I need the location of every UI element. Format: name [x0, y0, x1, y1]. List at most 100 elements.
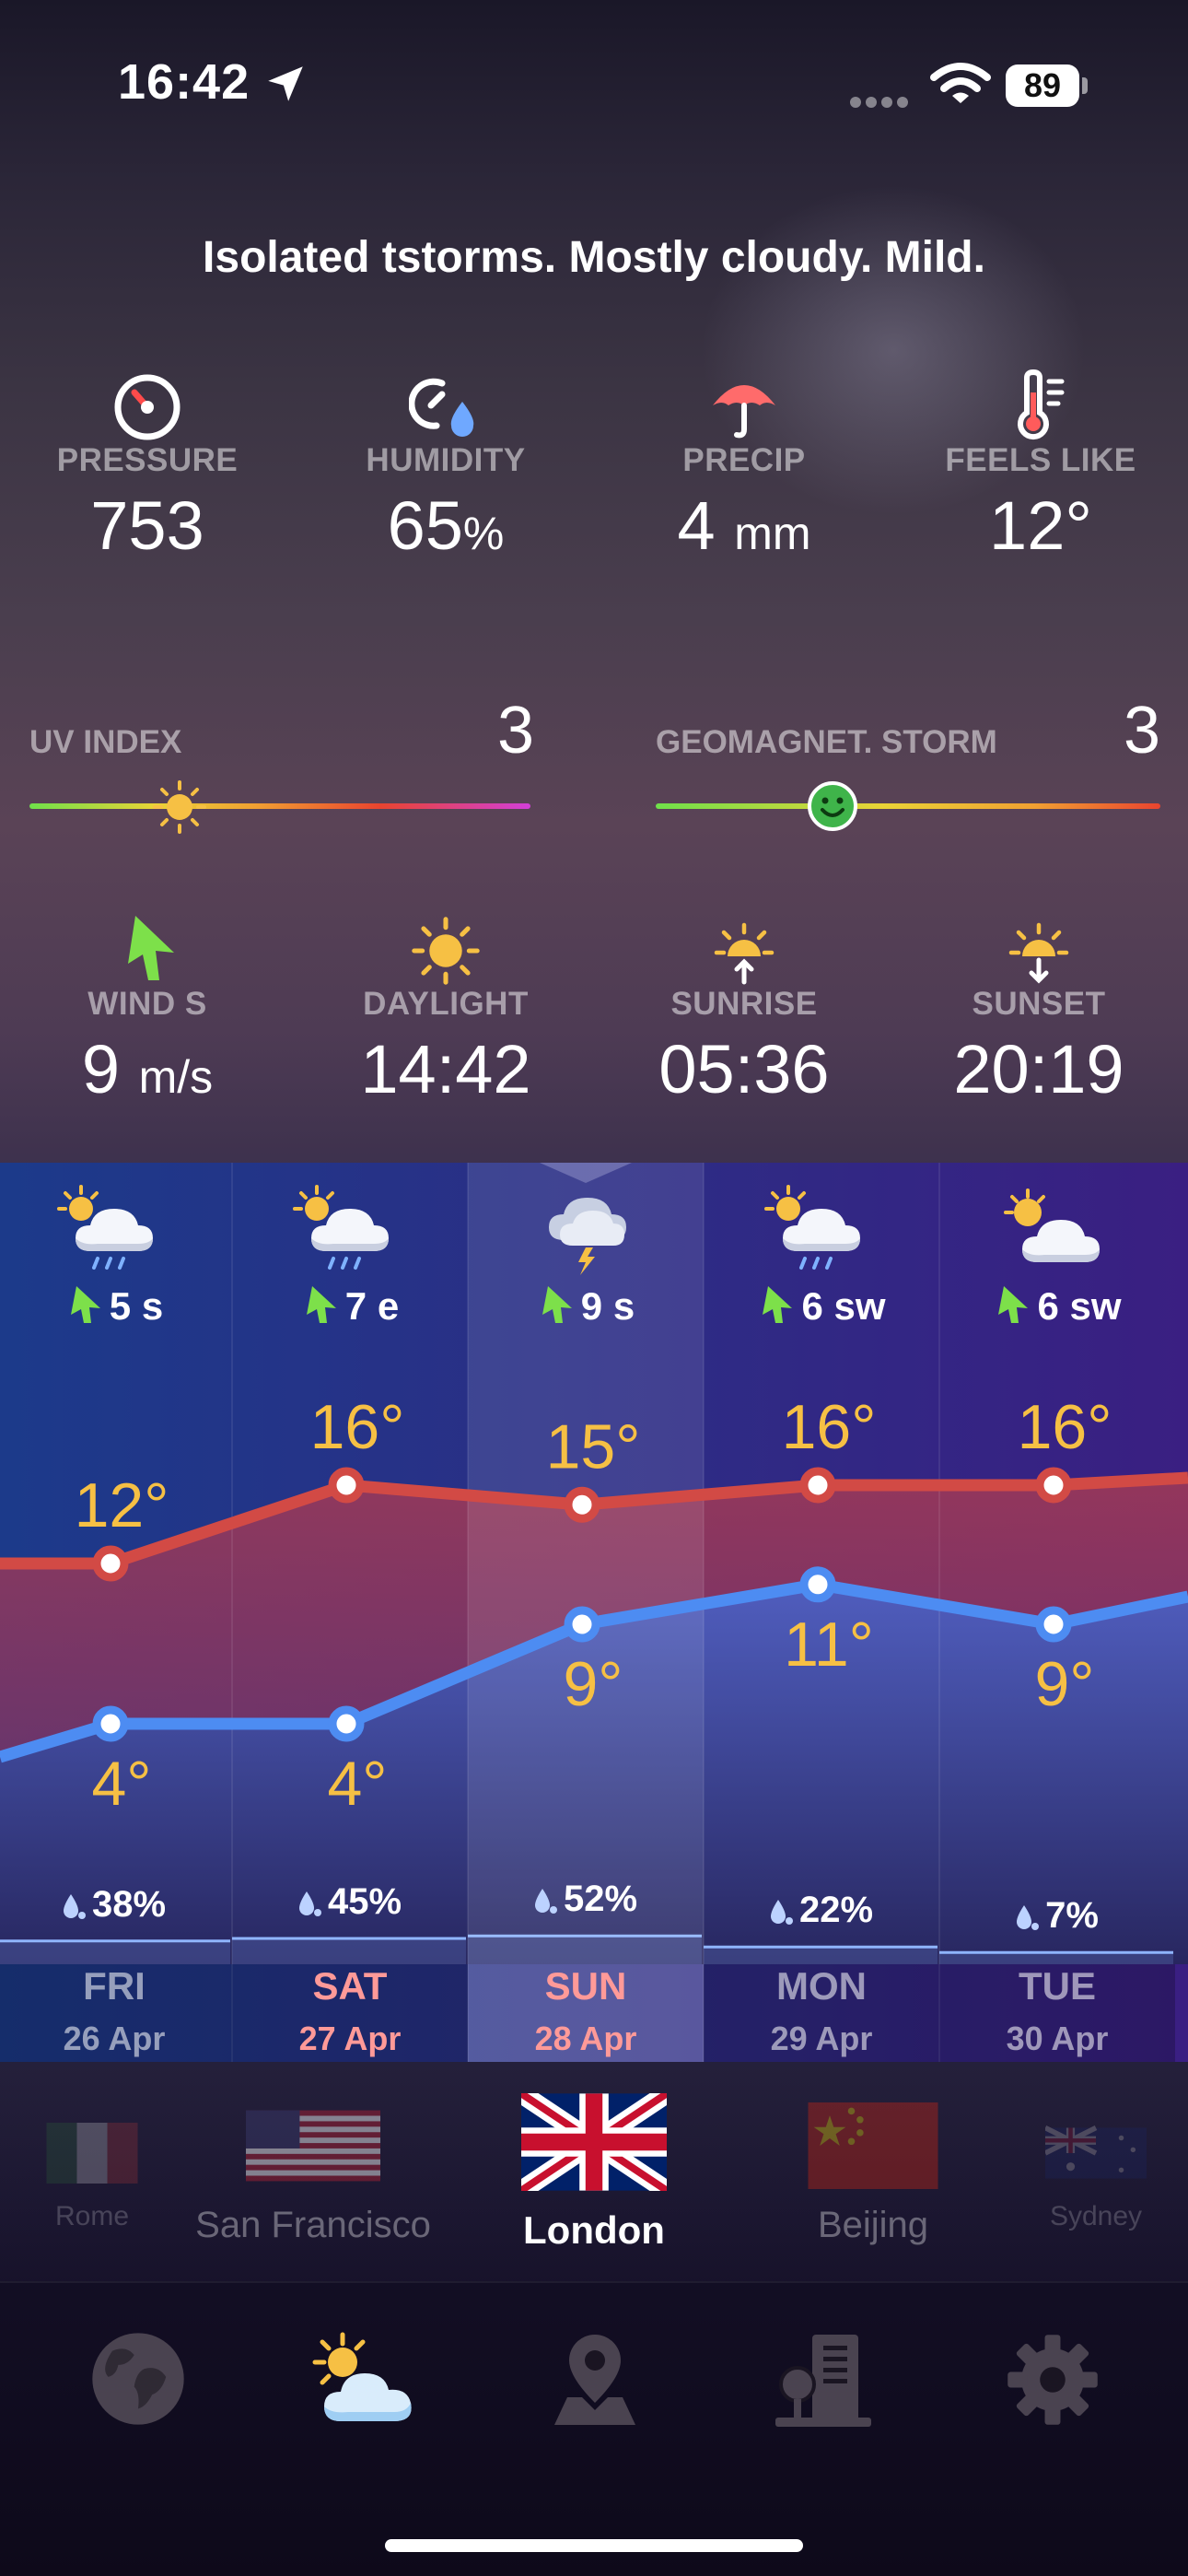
wind-text: 6 sw [1037, 1284, 1122, 1328]
precip-bar [704, 1947, 938, 1964]
forecast-day-mon[interactable]: 6 sw 22% MON 29 Apr [704, 1163, 939, 2062]
high-temp-label: 12° [75, 1470, 169, 1540]
raindrop-icon [770, 1893, 794, 1935]
stat-unit: m/s [138, 1051, 214, 1103]
city-london[interactable]: London [488, 2085, 700, 2253]
high-temp-label: 16° [1018, 1392, 1112, 1462]
sun-cloud-rain-icon [53, 1183, 164, 1280]
wind-text: 6 sw [801, 1284, 886, 1328]
stat-value: 12° [989, 487, 1092, 564]
stat-precip[interactable]: PRECIP 4 mm [606, 359, 882, 565]
day-date: 26 Apr [63, 2020, 166, 2057]
forecast-day-sat[interactable]: 7 e 45% SAT 27 Apr [232, 1163, 468, 2062]
stat-wind[interactable]: WIND S 9 m/s [9, 903, 285, 1108]
city-sydney[interactable]: Sydney [1031, 2123, 1160, 2232]
stat-pressure[interactable]: PRESSURE 753 [9, 359, 285, 565]
day-date: 27 Apr [298, 2020, 402, 2057]
low-temp-point [328, 1705, 365, 1742]
city-carousel[interactable]: Rome San Francisco London [0, 2062, 1188, 2281]
day-label-strip [0, 1964, 232, 2062]
low-temp-point [799, 1566, 836, 1603]
stat-label: PRESSURE [56, 442, 239, 478]
tab-weather[interactable] [304, 2331, 425, 2433]
stat-value: 20:19 [953, 1031, 1124, 1107]
wind-arrow-icon [757, 1284, 794, 1334]
forecast-day-fri[interactable]: 5 s 38% FRI 26 Apr [0, 1163, 232, 2062]
radar-tower-icon [775, 2335, 871, 2427]
geomagnetic-storm-panel[interactable]: GEOMAGNET. STORM 3 [656, 694, 1160, 831]
day-label-strip [939, 1964, 1175, 2062]
low-temp-label: 9° [563, 1649, 623, 1719]
uv-label: UV INDEX [29, 724, 182, 760]
day-date: 29 Apr [770, 2020, 873, 2057]
daily-forecast[interactable]: 12° 4° 16° 4° 15° 9° 16° 11° 16° 9° 5 s 38% FRI 26 A… [0, 1163, 1188, 2062]
wifi-icon [930, 63, 991, 103]
stat-feels-like[interactable]: FEELS LIKE 12° [903, 359, 1179, 565]
wind-forecast: 6 sw [704, 1284, 939, 1334]
low-temp-label: 4° [327, 1749, 387, 1819]
stat-value: 05:36 [658, 1031, 830, 1107]
low-temp-label: 11° [784, 1610, 874, 1680]
forecast-day-tue[interactable]: 6 sw 7% TUE 30 Apr [939, 1163, 1175, 2062]
wind-arrow-icon [993, 1284, 1030, 1334]
city-name: San Francisco [195, 2205, 431, 2245]
stat-unit: % [462, 508, 505, 559]
stat-value: 9 [81, 1031, 121, 1107]
geomagnetic-scale-bar [656, 803, 1160, 809]
precip-chance: 45% [232, 1881, 468, 1926]
precip-text: 38% [91, 1883, 167, 1925]
sun-cloud-rain-icon [761, 1183, 871, 1280]
stat-humidity[interactable]: HUMIDITY 65% [308, 359, 584, 565]
sunset-icon [1008, 922, 1069, 984]
wind-forecast: 5 s [0, 1284, 232, 1334]
battery-indicator: 89 [1006, 64, 1079, 107]
stat-label: SUNRISE [670, 986, 818, 1022]
signal-dots-icon [850, 97, 908, 108]
tab-map[interactable] [551, 2329, 639, 2435]
high-temp-point [92, 1545, 129, 1582]
italy-flag-icon [46, 2123, 138, 2184]
humidity-icon [409, 378, 474, 437]
precip-text: 52% [563, 1879, 638, 1920]
precip-text: 22% [798, 1890, 874, 1931]
stat-label: PRECIP [682, 442, 806, 478]
sun-icon [412, 917, 480, 985]
gear-icon [1007, 2335, 1098, 2425]
city-name: Sydney [1049, 2201, 1143, 2231]
pressure-gauge-icon [114, 374, 181, 440]
precip-chance: 52% [468, 1879, 704, 1924]
tab-globe[interactable] [88, 2329, 188, 2433]
stat-daylight[interactable]: DAYLIGHT 14:42 [308, 903, 584, 1108]
day-name: MON [776, 1964, 867, 2008]
tab-bar [0, 2281, 1188, 2576]
uv-scale-bar [29, 803, 530, 809]
city-rome[interactable]: Rome [28, 2123, 157, 2232]
low-temp-label: 4° [91, 1749, 151, 1819]
uv-value: 3 [496, 694, 534, 767]
stat-label: HUMIDITY [366, 442, 526, 478]
city-san-francisco[interactable]: San Francisco [184, 2102, 442, 2246]
forecast-background: 12° 4° 16° 4° 15° 9° 16° 11° 16° 9° [0, 1163, 1188, 2062]
low-temp-point [92, 1705, 129, 1742]
stat-sunrise[interactable]: SUNRISE 05:36 [606, 903, 882, 1108]
wind-text: 7 e [344, 1284, 400, 1328]
high-temp-point [799, 1467, 836, 1504]
uv-sun-marker-icon [153, 780, 207, 834]
city-beijing[interactable]: Beijing [744, 2102, 1002, 2246]
tab-settings[interactable] [1004, 2331, 1101, 2433]
precip-bar [468, 1936, 702, 1964]
wind-text: 9 s [580, 1284, 635, 1328]
city-name: London [523, 2208, 665, 2252]
stat-sunset[interactable]: SUNSET 20:19 [901, 903, 1177, 1108]
stat-value: 4 [677, 487, 716, 564]
stat-unit: mm [734, 508, 811, 559]
tab-radar[interactable] [772, 2329, 875, 2435]
smiley-marker-icon [807, 781, 857, 831]
sun-cloud-icon [996, 1183, 1107, 1280]
forecast-day-sun[interactable]: 9 s 52% SUN 28 Apr [468, 1163, 704, 2062]
low-temp-point [564, 1606, 600, 1643]
uk-flag-icon [516, 2085, 672, 2199]
home-indicator [385, 2539, 803, 2552]
low-temp-point [1035, 1606, 1072, 1643]
uv-index-panel[interactable]: UV INDEX 3 [29, 694, 534, 834]
